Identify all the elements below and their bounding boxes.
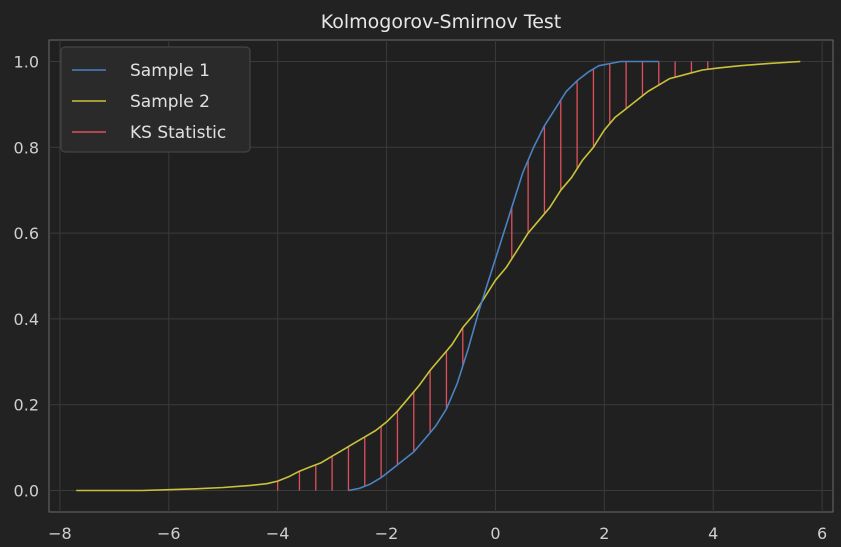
legend-label-sample-2: Sample 2	[130, 92, 210, 112]
y-tick-label: 0.0	[14, 482, 39, 501]
x-tick-label: −8	[48, 524, 72, 543]
x-tick-label: 6	[817, 524, 827, 543]
legend: Sample 1 Sample 2 KS Statistic	[60, 46, 251, 153]
x-tick-label: 4	[708, 524, 718, 543]
y-tick-label: 0.4	[14, 310, 39, 329]
chart-marks	[76, 60, 801, 492]
y-tick-label: 0.2	[14, 396, 39, 415]
legend-label-ks-statistic: KS Statistic	[130, 123, 226, 143]
x-tick-label: 0	[490, 524, 500, 543]
y-tick-label: 1.0	[14, 52, 39, 71]
y-tick-label: 0.8	[14, 138, 39, 157]
x-tick-label: −4	[266, 524, 290, 543]
series-line-sample-2	[76, 60, 801, 492]
y-tick-label: 0.6	[14, 224, 39, 243]
chart-title: Kolmogorov-Smirnov Test	[321, 11, 562, 33]
series-line-sample-1	[348, 60, 659, 492]
legend-label-sample-1: Sample 1	[130, 61, 210, 81]
x-tick-label: −2	[375, 524, 399, 543]
x-tick-label: 2	[599, 524, 609, 543]
tick-labels: −8 −6 −4 −2 0 2 4 6 0.0 0.2 0.4 0.6 0.8 1.0	[14, 52, 828, 543]
legend-box	[60, 46, 251, 153]
x-tick-label: −6	[157, 524, 181, 543]
